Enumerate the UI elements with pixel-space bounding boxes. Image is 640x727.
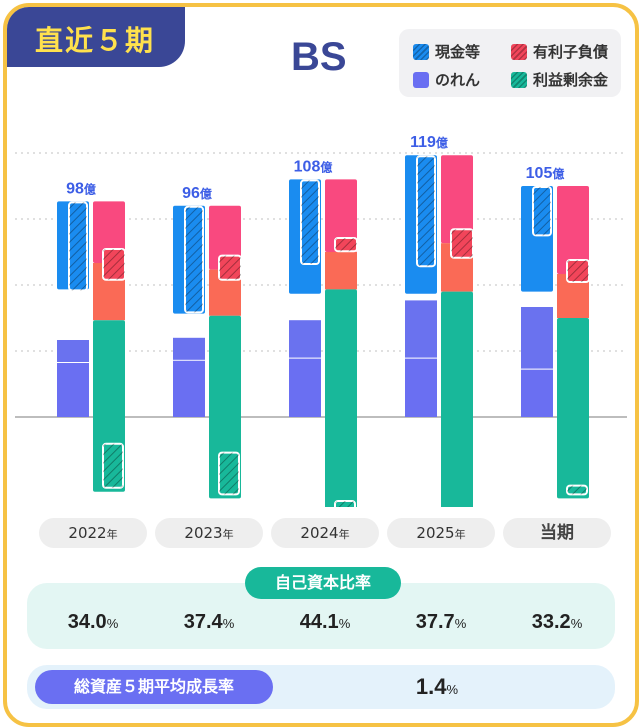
debt-hatch-pattern (567, 260, 589, 282)
equity-ratio-label: 自己資本比率 (245, 567, 401, 599)
goodwill-bar (521, 368, 553, 417)
legend-item-cash: 現金等 (413, 41, 480, 62)
retained-earnings-hatch-pattern (567, 485, 587, 495)
liabilities-bar (93, 201, 125, 263)
cash-hatch-pattern (185, 206, 203, 313)
value-labels: 98億34億96億37億108億49億119億47億105億37億 (66, 134, 564, 507)
equity-ratio-value: 37.7% (415, 611, 467, 633)
asset-growth-value: 1.4% (415, 674, 459, 699)
retained-earnings-hatch-pattern (219, 452, 239, 495)
legend-swatch-debt (511, 44, 527, 60)
legend-swatch-retained-earnings (511, 72, 527, 88)
legend-swatch-goodwill (413, 72, 429, 88)
liabilities-bar (441, 155, 473, 244)
retained-earnings-hatch-pattern (335, 501, 355, 507)
liabilities-bar (209, 205, 241, 270)
debt-hatch-pattern (103, 249, 125, 280)
other-assets-bar (57, 340, 89, 362)
retained-earnings-hatch-pattern (103, 443, 123, 488)
total-assets-label: 119億 (410, 134, 448, 151)
legend-item-debt: 有利子負債 (511, 41, 608, 62)
liabilities-bar (557, 186, 589, 274)
goodwill-bar (57, 362, 89, 417)
cash-hatch-pattern (69, 202, 87, 291)
period-badge: 直近５期 (7, 7, 185, 67)
bs-chart: 98億34億96億37億108億49億119億47億105億37億 (15, 134, 627, 507)
total-assets-label: 96億 (182, 185, 212, 202)
period-badge-label: 直近５期 (35, 24, 156, 57)
goodwill-bar (405, 357, 437, 417)
category-pill-2: 2024年 (271, 518, 379, 548)
equity-ratio-value: 34.0% (67, 611, 119, 633)
category-pill-1: 2023年 (155, 518, 263, 548)
category-pill-current: 当期 (503, 518, 611, 548)
debt-hatch-pattern (219, 255, 241, 280)
other-assets-bar (521, 307, 553, 369)
other-assets-bar (173, 337, 205, 360)
legend: 現金等 有利子負債 のれん 利益剰余金 (399, 29, 621, 97)
total-assets-label: 108億 (294, 158, 333, 175)
debt-hatch-pattern (451, 229, 473, 258)
legend-item-retained-earnings: 利益剰余金 (511, 69, 608, 90)
equity-ratio-value: 44.1% (299, 611, 351, 633)
retained-earnings-bar (441, 291, 473, 507)
cash-hatch-pattern (417, 156, 435, 267)
bs-card: 直近５期 BS 現金等 有利子負債 のれん 利益剰余金 98億34億96億37億… (3, 3, 639, 727)
liabilities-bar (325, 179, 357, 252)
equity-ratio-value: 33.2% (531, 611, 583, 633)
asset-growth-label: 総資産５期平均成長率 (35, 670, 273, 704)
debt-hatch-pattern (335, 238, 357, 252)
other-assets-bar (289, 320, 321, 358)
goodwill-bar (289, 357, 321, 417)
cash-hatch-pattern (301, 180, 319, 264)
equity-ratio-value: 37.4% (183, 611, 235, 633)
legend-swatch-cash (413, 44, 429, 60)
category-pill-3: 2025年 (387, 518, 495, 548)
bars (57, 155, 590, 507)
retained-earnings-bar (325, 289, 357, 507)
category-pill-0: 2022年 (39, 518, 147, 548)
goodwill-bar (173, 359, 205, 417)
legend-item-goodwill: のれん (413, 69, 480, 90)
other-assets-bar (405, 300, 437, 358)
retained-earnings-bar (557, 318, 589, 499)
total-assets-label: 98億 (66, 180, 96, 197)
total-assets-label: 105億 (526, 165, 565, 182)
cash-hatch-pattern (533, 187, 551, 236)
chart-title: BS (291, 35, 347, 79)
debt-bar (325, 252, 357, 290)
